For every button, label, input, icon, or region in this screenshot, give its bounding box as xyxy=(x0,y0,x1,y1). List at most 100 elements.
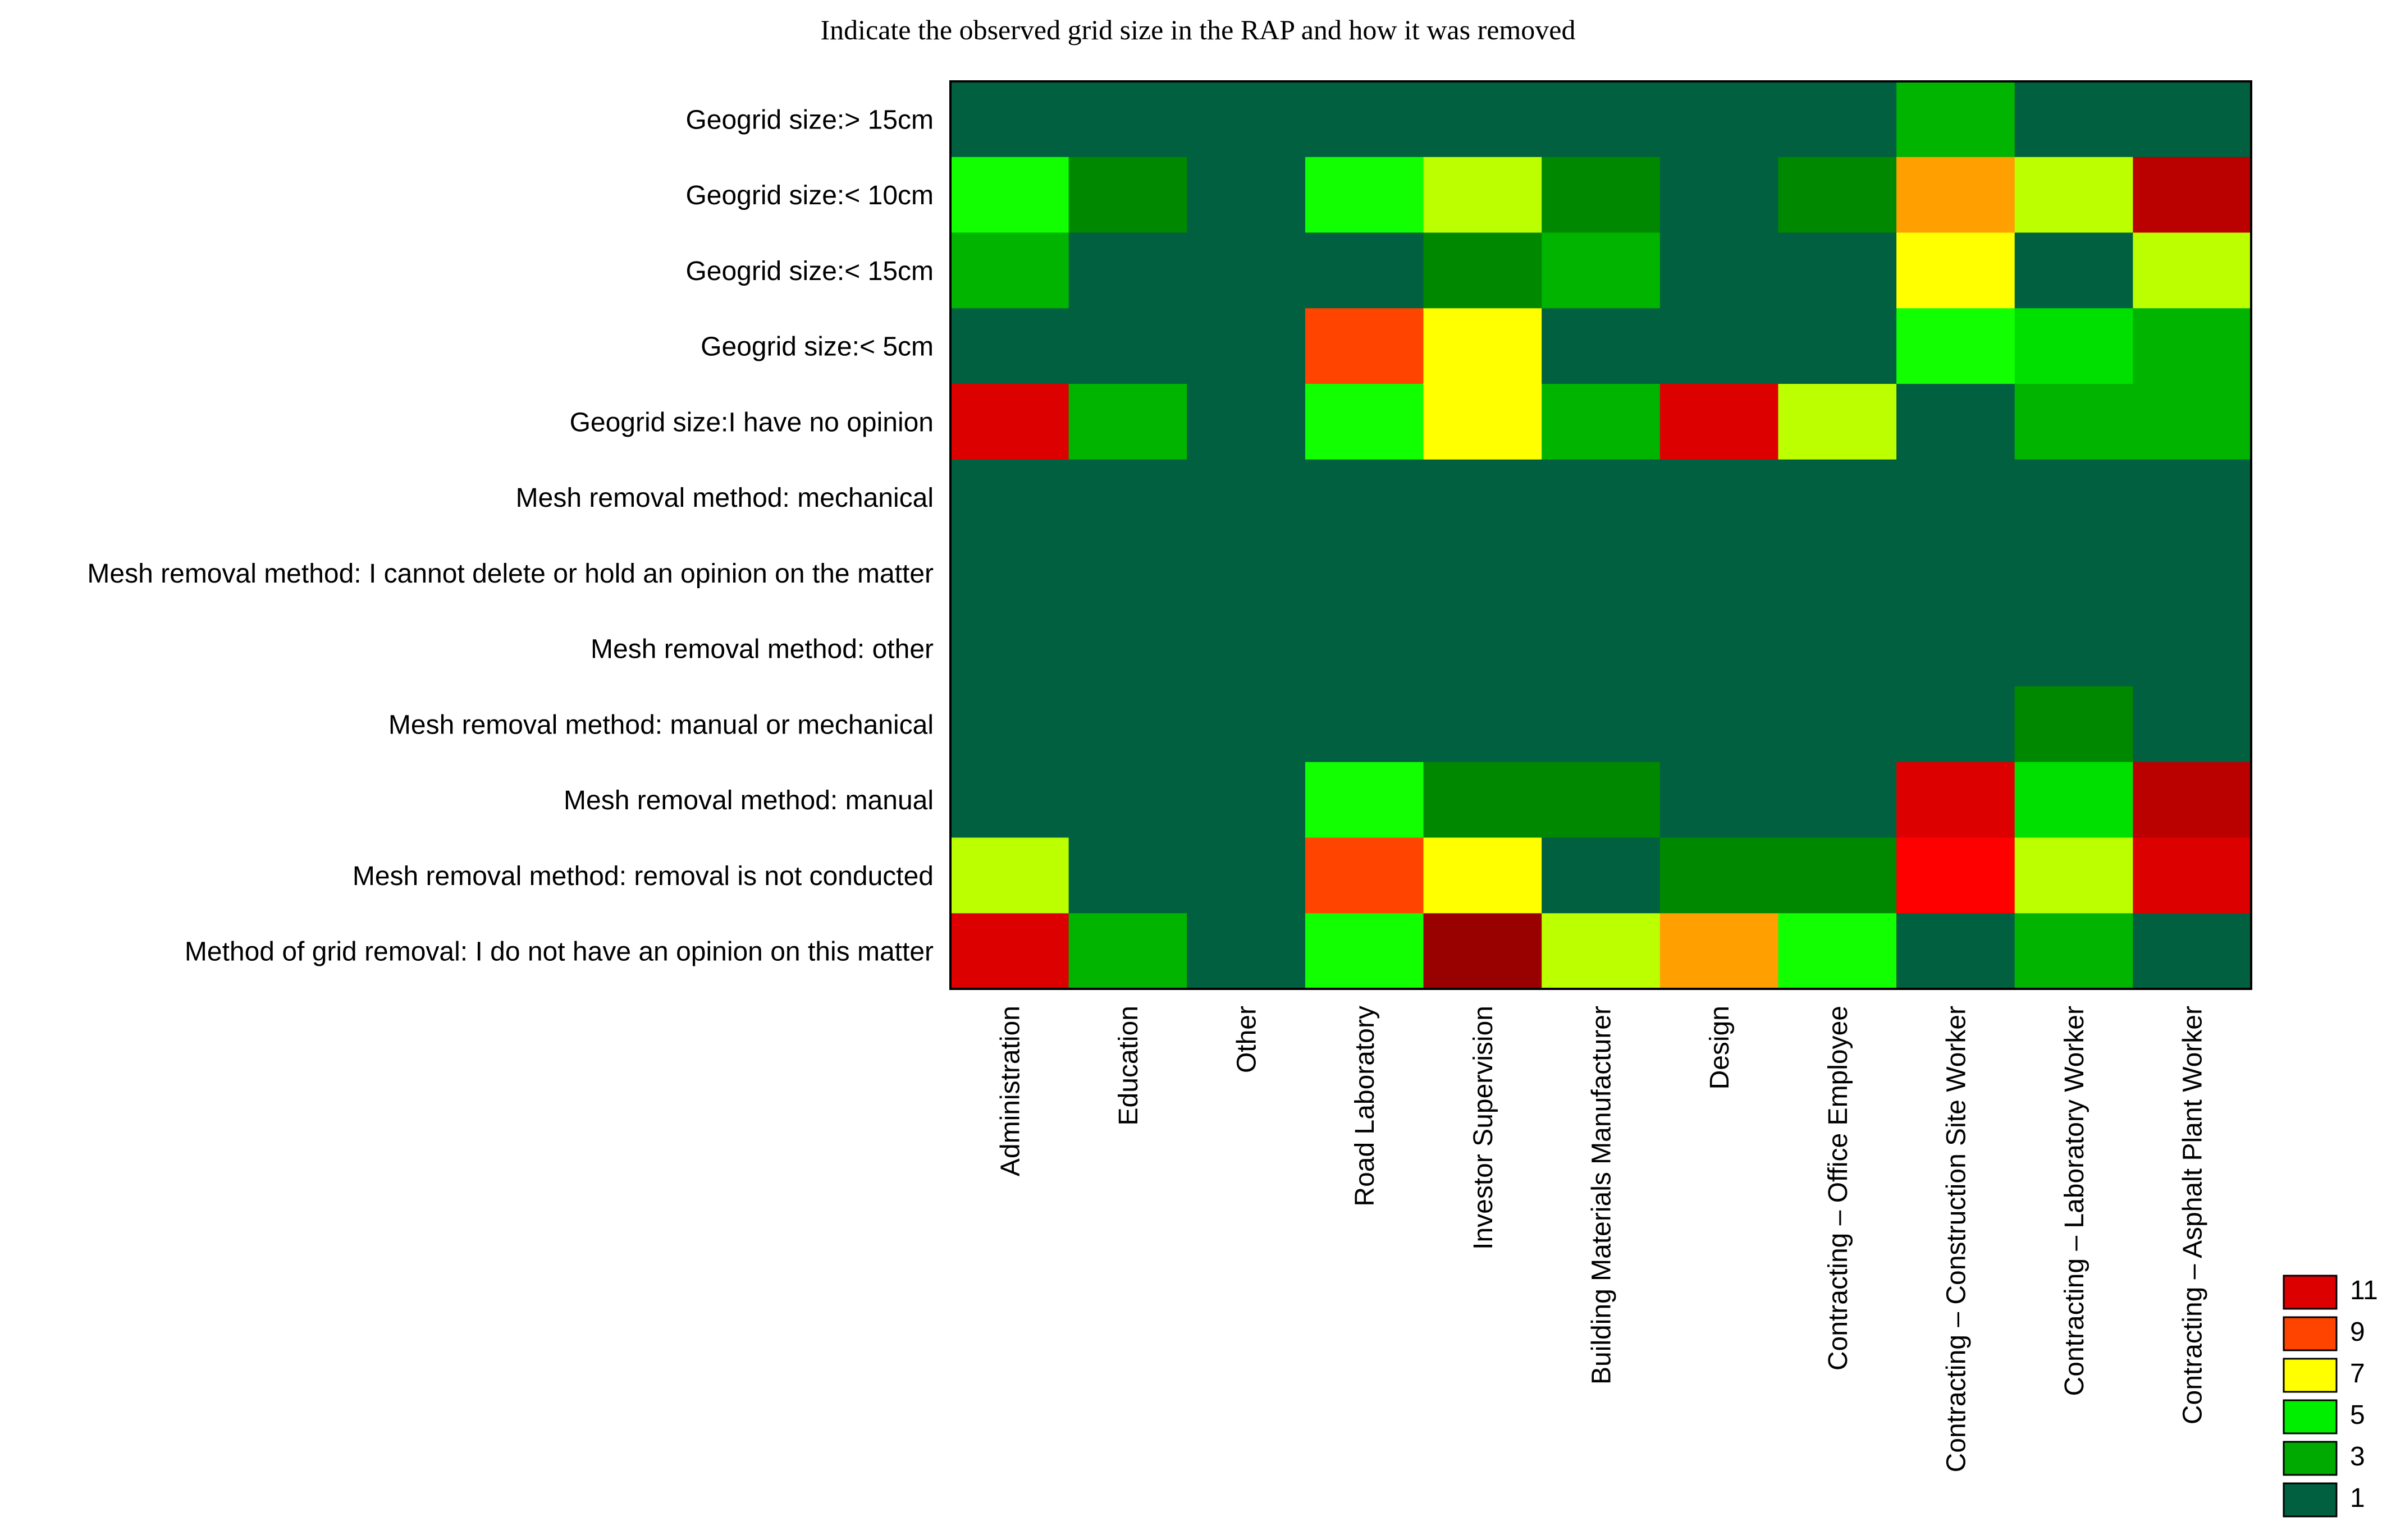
heatmap-cell xyxy=(2133,837,2252,914)
heatmap-cell xyxy=(1542,81,1661,158)
heatmap-cell xyxy=(1659,611,1779,687)
heatmap-cell xyxy=(1423,535,1542,612)
heatmap-cell xyxy=(1187,535,1306,612)
legend-label: 9 xyxy=(2350,1317,2365,1347)
heatmap-cell xyxy=(1423,157,1542,233)
column-label: Contracting – Asphalt Plant Worker xyxy=(2178,1006,2208,1424)
column-label: Design xyxy=(1705,1006,1735,1089)
heatmap-cell xyxy=(950,232,1069,309)
heatmap-cell xyxy=(1068,611,1188,687)
heatmap-cell xyxy=(1896,762,2015,838)
heatmap-cell xyxy=(1423,81,1542,158)
heatmap-cell xyxy=(1778,308,1897,384)
heatmap-cell xyxy=(1068,384,1188,460)
heatmap-cell xyxy=(950,81,1069,158)
heatmap-cell xyxy=(2133,232,2252,309)
heatmap-cell xyxy=(1659,232,1779,309)
heatmap-cell xyxy=(1068,913,1188,989)
heatmap-cell xyxy=(950,611,1069,687)
heatmap-cell xyxy=(1778,384,1897,460)
heatmap-cell xyxy=(1187,837,1306,914)
heatmap-cell xyxy=(1423,762,1542,838)
heatmap-cell xyxy=(1778,81,1897,158)
column-label: Other xyxy=(1232,1006,1262,1073)
heatmap-cell xyxy=(1778,232,1897,309)
heatmap-cell xyxy=(2014,913,2134,989)
row-label: Geogrid size:I have no opinion xyxy=(570,407,934,437)
heatmap-cell xyxy=(1423,384,1542,460)
heatmap-cell xyxy=(1423,837,1542,914)
plot-frame xyxy=(949,80,2252,990)
heatmap-cells xyxy=(950,81,2252,989)
heatmap-cell xyxy=(1068,232,1188,309)
legend-label: 11 xyxy=(2350,1276,2378,1305)
heatmap-cell xyxy=(1305,308,1424,384)
heatmap-cell xyxy=(1305,384,1424,460)
heatmap-cell xyxy=(1542,232,1661,309)
row-label: Mesh removal method: I cannot delete or … xyxy=(87,559,934,589)
heatmap-cell xyxy=(1305,535,1424,612)
heatmap-cell xyxy=(950,157,1069,233)
heatmap-cell xyxy=(1068,837,1188,914)
heatmap-cell xyxy=(1305,232,1424,309)
heatmap-cell xyxy=(1542,308,1661,384)
heatmap-cell xyxy=(1896,232,2015,309)
heatmap-cell xyxy=(1778,157,1897,233)
column-label: Investor Supervision xyxy=(1469,1006,1498,1250)
heatmap-cell xyxy=(1659,686,1779,763)
heatmap-cell xyxy=(1423,611,1542,687)
row-label: Geogrid size:< 15cm xyxy=(685,256,934,286)
row-label: Mesh removal method: manual xyxy=(564,786,934,815)
heatmap-cell xyxy=(1896,686,2015,763)
row-label: Mesh removal method: other xyxy=(591,635,934,664)
heatmap-cell xyxy=(2133,686,2252,763)
heatmap-cell xyxy=(1068,81,1188,158)
heatmap-cell xyxy=(1068,762,1188,838)
heatmap-cell xyxy=(1305,913,1424,989)
heatmap-cell xyxy=(1896,535,2015,612)
row-labels: Geogrid size:> 15cm Geogrid size:< 10cm Ge… xyxy=(87,105,934,966)
heatmap-cell xyxy=(1423,232,1542,309)
legend-swatch xyxy=(2283,1441,2338,1476)
column-label: Road Laboratory xyxy=(1350,1006,1380,1207)
heatmap-cell xyxy=(1896,459,2015,536)
heatmap-cell xyxy=(1896,913,2015,989)
row-label: Geogrid size:< 10cm xyxy=(685,181,934,210)
legend: 11 9 7 5 3 1 xyxy=(2283,1275,2378,1518)
heatmap-cell xyxy=(2014,837,2134,914)
heatmap-cell xyxy=(1305,686,1424,763)
heatmap-cell xyxy=(1659,81,1779,158)
legend-swatch xyxy=(2283,1275,2338,1310)
row-label: Mesh removal method: manual or mechanica… xyxy=(388,710,934,740)
heatmap-cell xyxy=(1778,459,1897,536)
heatmap-cell xyxy=(1423,308,1542,384)
heatmap-cell xyxy=(2014,762,2134,838)
row-label: Geogrid size:> 15cm xyxy=(685,105,934,135)
column-label: Contracting – Construction Site Worker xyxy=(1941,1006,1971,1472)
heatmap-cell xyxy=(2014,611,2134,687)
heatmap-cell xyxy=(950,308,1069,384)
heatmap-cell xyxy=(1542,762,1661,838)
heatmap-cell xyxy=(1423,459,1542,536)
legend-label: 5 xyxy=(2350,1400,2365,1430)
heatmap-cell xyxy=(1659,157,1779,233)
heatmap-cell xyxy=(1542,686,1661,763)
heatmap-cell xyxy=(2133,157,2252,233)
heatmap-cell xyxy=(1187,232,1306,309)
heatmap-cell xyxy=(950,459,1069,536)
heatmap-cell xyxy=(1659,459,1779,536)
heatmap-cell xyxy=(1659,308,1779,384)
heatmap-cell xyxy=(1187,81,1306,158)
row-label: Mesh removal method: removal is not cond… xyxy=(353,861,934,891)
row-label: Method of grid removal: I do not have an… xyxy=(185,937,934,967)
heatmap-cell xyxy=(950,837,1069,914)
heatmap-cell xyxy=(1068,459,1188,536)
heatmap-cell xyxy=(1068,686,1188,763)
heatmap-cell xyxy=(1659,384,1779,460)
heatmap-cell xyxy=(1659,535,1779,612)
heatmap-cell xyxy=(2133,459,2252,536)
heatmap-cell xyxy=(1778,686,1897,763)
heatmap-cell xyxy=(950,686,1069,763)
legend-label: 7 xyxy=(2350,1359,2365,1388)
heatmap-cell xyxy=(1896,384,2015,460)
